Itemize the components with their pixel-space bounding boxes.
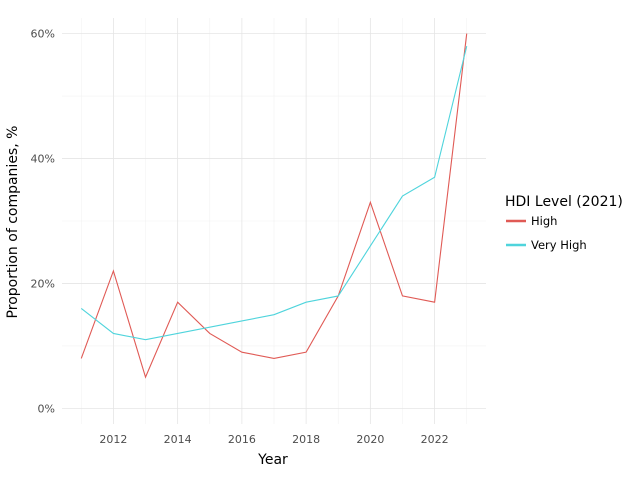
legend-label-very-high: Very High [531,238,587,252]
legend: HDI Level (2021) High Very High [505,194,623,252]
y-tick-label: 0% [38,402,55,415]
y-tick-label: 40% [31,153,55,166]
x-tick-label: 2022 [421,433,449,446]
x-tick-label: 2020 [356,433,384,446]
x-axis-title: Year [257,452,288,468]
legend-label-high: High [531,214,557,228]
series-layer [80,33,468,379]
x-tick-label: 2014 [164,433,192,446]
x-axis-ticks: 2012 2014 2016 2018 2020 2022 [99,433,448,446]
y-tick-label: 60% [31,28,55,41]
series-line-high [80,33,468,379]
series-line-very-high [80,45,468,341]
x-tick-label: 2012 [99,433,127,446]
y-axis-title: Proportion of companies, % [5,126,21,319]
legend-items: High Very High [506,214,587,252]
x-tick-label: 2016 [228,433,256,446]
y-axis-ticks: 0% 20% 40% 60% [31,28,55,416]
legend-title: HDI Level (2021) [505,194,623,210]
grid [62,18,486,424]
x-tick-label: 2018 [292,433,320,446]
y-tick-label: 20% [31,277,55,290]
